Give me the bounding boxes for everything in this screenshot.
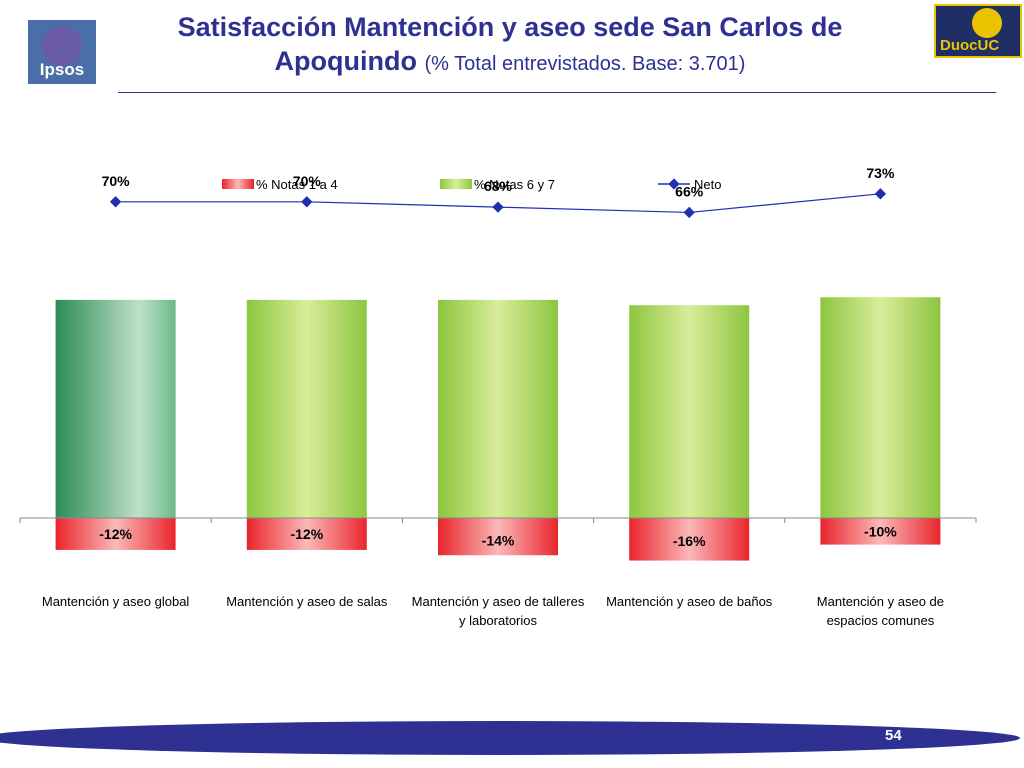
legend-swatch-notas-1-4	[222, 179, 254, 189]
notas-1-4-data-label: -12%	[290, 526, 323, 542]
bar-notas-6-7	[246, 299, 367, 518]
notas-1-4-data-label: -14%	[482, 533, 515, 549]
legend-label-neto: Neto	[694, 177, 721, 192]
ipsos-logo: Ipsos	[28, 20, 96, 84]
slide-title: Satisfacción Mantención y aseo sede San …	[120, 10, 900, 81]
neto-marker	[492, 201, 504, 213]
category-label: y laboratorios	[459, 613, 538, 628]
category-label: Mantención y aseo de talleres	[412, 594, 585, 609]
category-label: espacios comunes	[827, 613, 935, 628]
neto-marker	[874, 188, 887, 200]
footer-ellipse	[0, 721, 1020, 755]
chart-bars	[55, 297, 941, 561]
footer-band	[0, 721, 1020, 755]
neto-data-label: 70%	[293, 173, 322, 189]
legend-marker-neto	[668, 178, 680, 190]
bar-notas-1-4	[246, 518, 367, 550]
bar-notas-6-7	[820, 297, 941, 518]
notas-1-4-data-label: -12%	[99, 526, 132, 542]
neto-series	[109, 188, 887, 219]
neto-marker	[301, 196, 313, 208]
bar-notas-1-4	[820, 518, 941, 545]
legend-label-notas-1-4: % Notas 1 a 4	[256, 177, 338, 192]
title-divider	[118, 92, 996, 93]
neto-marker	[683, 206, 695, 219]
chart-axis	[19, 517, 977, 523]
bar-notas-6-7	[629, 305, 750, 518]
duoc-logo-text: DuocUC	[940, 37, 1000, 54]
ipsos-logo-mark	[42, 26, 82, 66]
neto-data-label: 68%	[484, 178, 513, 194]
chart-data-labels: 70% 70% 68% 66% 73% -12% -12% -14% -16% -10%	[99, 165, 897, 549]
notas-1-4-data-label: -16%	[673, 533, 706, 549]
bar-notas-1-4	[629, 518, 750, 561]
duoc-logo: DuocUC	[934, 4, 1022, 58]
slide-title-main: Satisfacción Mantención y aseo sede San …	[177, 12, 843, 76]
category-label: Mantención y aseo de baños	[606, 594, 773, 609]
duoc-seal-icon	[972, 8, 1002, 38]
legend-label-notas-6-7: % Notas 6 y 7	[474, 177, 555, 192]
bar-notas-1-4	[55, 518, 176, 550]
chart-legend: % Notas 1 a 4 % Notas 6 y 7 Neto	[222, 177, 721, 192]
slide-title-sub: (% Total entrevistados. Base: 3.701)	[424, 53, 746, 75]
notas-1-4-data-label: -10%	[864, 523, 897, 539]
category-labels: Mantención y aseo global Mantención y ase…	[42, 594, 944, 628]
neto-marker	[109, 196, 122, 208]
ipsos-logo-text: Ipsos	[39, 60, 85, 79]
category-label: Mantención y aseo global	[42, 594, 190, 609]
satisfaction-chart: % Notas 1 a 4 % Notas 6 y 7 Neto 70% 70% 68%…	[19, 165, 977, 628]
neto-data-label: 70%	[102, 173, 131, 189]
category-label: Mantención y aseo de	[817, 594, 944, 609]
bar-notas-1-4	[438, 518, 558, 556]
legend-swatch-notas-6-7	[440, 179, 472, 189]
neto-data-label: 66%	[675, 183, 704, 199]
neto-data-label: 73%	[866, 165, 895, 181]
bar-notas-6-7	[55, 299, 176, 518]
bar-notas-6-7	[438, 299, 558, 518]
category-label: Mantención y aseo de salas	[226, 594, 388, 609]
page-number: 54	[885, 727, 902, 744]
